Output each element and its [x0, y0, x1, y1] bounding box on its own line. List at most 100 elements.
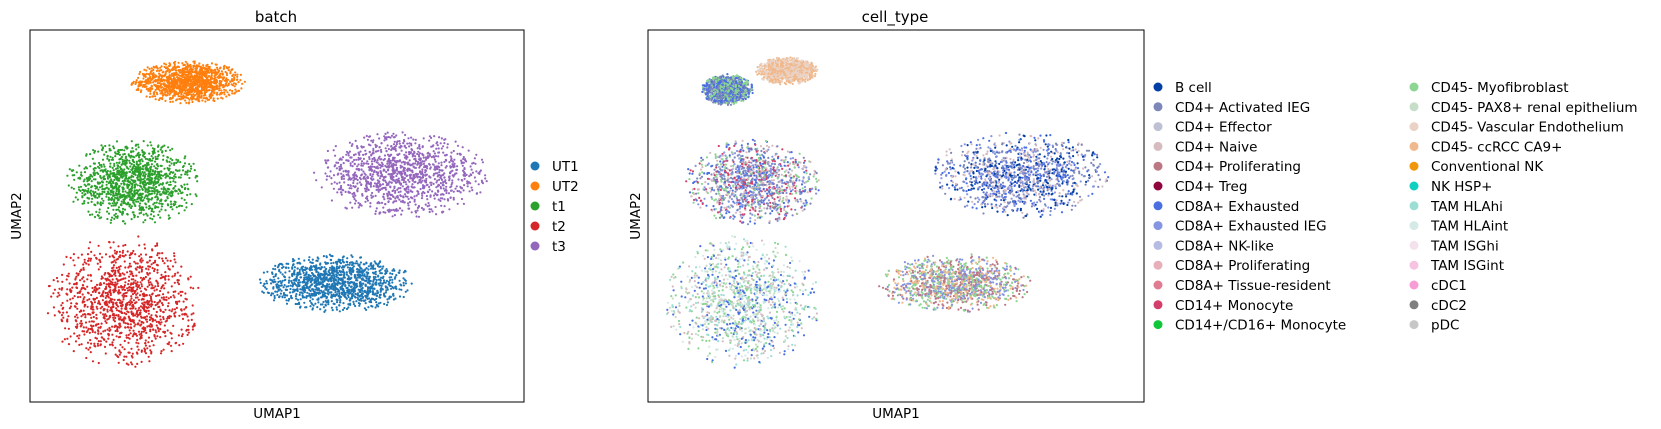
- scatter-point: [384, 147, 387, 150]
- scatter-point: [208, 89, 211, 92]
- scatter-point: [396, 195, 399, 198]
- scatter-point: [429, 194, 432, 197]
- scatter-point: [105, 195, 108, 198]
- scatter-point: [77, 256, 80, 259]
- scatter-point: [392, 132, 395, 135]
- scatter-point: [149, 325, 152, 328]
- scatter-point: [78, 291, 81, 294]
- scatter-point: [128, 159, 131, 162]
- scatter-point: [463, 158, 467, 161]
- scatter-point: [97, 244, 100, 247]
- scatter-point: [74, 278, 77, 281]
- scatter-point: [353, 177, 356, 180]
- scatter-point: [170, 190, 173, 193]
- scatter-point: [454, 187, 457, 190]
- scatter-point: [466, 185, 469, 188]
- scatter-point: [83, 171, 87, 174]
- scatter-point: [166, 305, 170, 308]
- scatter-point: [347, 183, 350, 187]
- scatter-point: [147, 312, 150, 315]
- scatter-point: [104, 296, 107, 299]
- scatter-point: [445, 182, 448, 185]
- scatter-point: [390, 181, 393, 184]
- scatter-point: [153, 221, 157, 224]
- scatter-point: [218, 83, 222, 86]
- scatter-point: [88, 175, 91, 178]
- scatter-point: [138, 212, 141, 215]
- scatter-point: [186, 62, 189, 65]
- scatter-point: [369, 185, 372, 188]
- scatter-point: [78, 343, 81, 346]
- scatter-point: [450, 189, 453, 192]
- scatter-point: [386, 131, 389, 134]
- scatter-point: [347, 173, 350, 176]
- scatter-point: [61, 301, 64, 305]
- scatter-point: [144, 73, 147, 76]
- scatter-point: [142, 185, 146, 189]
- scatter-point: [129, 156, 132, 159]
- scatter-point: [99, 343, 102, 346]
- scatter-point: [119, 343, 122, 346]
- scatter-point: [363, 172, 366, 175]
- scatter-point: [371, 162, 374, 166]
- scatter-point: [187, 64, 190, 67]
- scatter-point: [82, 326, 85, 329]
- scatter-point: [81, 192, 84, 195]
- scatter-point: [150, 85, 153, 88]
- scatter-point: [405, 174, 408, 178]
- scatter-point: [106, 308, 109, 311]
- scatter-point: [463, 177, 466, 180]
- scatter-point: [395, 161, 398, 164]
- scatter-point: [112, 190, 115, 193]
- scatter-point: [140, 316, 143, 319]
- scatter-point: [96, 262, 99, 265]
- scatter-point: [115, 335, 118, 338]
- scatter-point: [372, 170, 376, 174]
- scatter-point: [99, 340, 102, 343]
- scatter-point: [336, 173, 339, 176]
- scatter-point: [162, 158, 165, 161]
- scatter-point: [78, 188, 81, 191]
- scatter-point: [191, 304, 194, 307]
- scatter-point: [107, 305, 110, 308]
- scatter-point: [173, 163, 176, 166]
- scatter-point: [104, 253, 108, 256]
- scatter-point: [136, 184, 139, 187]
- scatter-point: [118, 161, 121, 165]
- scatter-point: [366, 175, 369, 178]
- scatter-point: [461, 164, 464, 167]
- scatter-point: [421, 194, 424, 197]
- scatter-point: [174, 290, 177, 293]
- scatter-point: [87, 313, 90, 316]
- scatter-point: [188, 163, 191, 166]
- scatter-point: [133, 170, 136, 173]
- scatter-point: [124, 190, 127, 193]
- scatter-point: [111, 158, 115, 161]
- scatter-point: [395, 200, 398, 203]
- scatter-point: [442, 193, 445, 196]
- scatter-point: [75, 191, 78, 194]
- scatter-point: [150, 144, 153, 147]
- scatter-point: [114, 324, 117, 327]
- scatter-point: [329, 170, 332, 173]
- scatter-point: [97, 340, 100, 343]
- scatter-point: [60, 318, 63, 321]
- scatter-point: [126, 322, 129, 325]
- scatter-point: [436, 179, 439, 182]
- scatter-point: [403, 140, 406, 143]
- scatter-point: [193, 65, 196, 68]
- scatter-point: [74, 319, 77, 322]
- scatter-point: [208, 75, 211, 78]
- scatter-point: [444, 179, 447, 182]
- scatter-point: [190, 82, 193, 85]
- scatter-point: [81, 196, 84, 199]
- scatter-point: [382, 211, 385, 214]
- scatter-point: [142, 303, 145, 306]
- scatter-point: [168, 317, 171, 320]
- scatter-point: [172, 294, 175, 297]
- scatter-point: [144, 316, 147, 319]
- scatter-point: [107, 198, 110, 201]
- scatter-point: [115, 183, 118, 186]
- scatter-point: [61, 280, 64, 283]
- scatter-point: [162, 87, 165, 90]
